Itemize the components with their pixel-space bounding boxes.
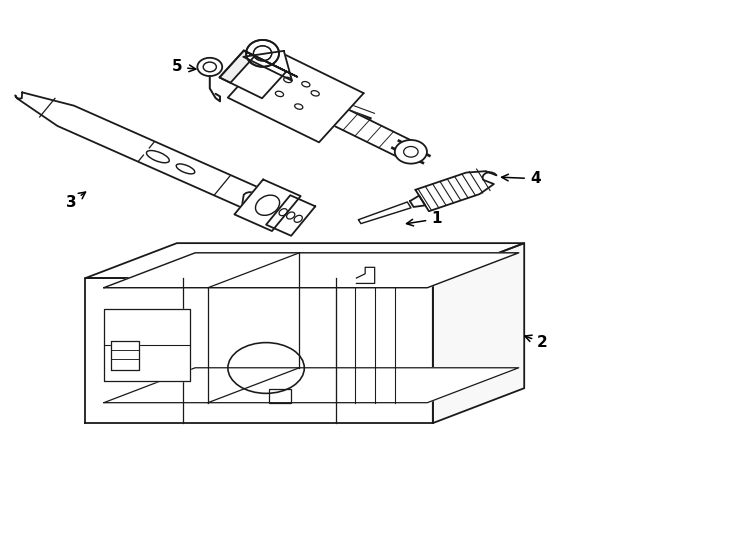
Polygon shape: [266, 195, 316, 236]
Text: 1: 1: [407, 212, 442, 226]
Polygon shape: [103, 309, 189, 381]
Polygon shape: [103, 253, 519, 288]
Polygon shape: [85, 243, 524, 278]
Text: 5: 5: [172, 59, 196, 75]
Text: 2: 2: [525, 335, 548, 350]
Bar: [269, 389, 291, 403]
Polygon shape: [234, 179, 301, 231]
Polygon shape: [103, 368, 519, 403]
Polygon shape: [244, 51, 297, 77]
Polygon shape: [15, 92, 258, 207]
Polygon shape: [358, 202, 411, 224]
Polygon shape: [111, 341, 139, 370]
Polygon shape: [415, 171, 496, 211]
Polygon shape: [228, 49, 363, 143]
Polygon shape: [85, 278, 433, 423]
Polygon shape: [243, 51, 292, 80]
Polygon shape: [410, 195, 425, 207]
Text: 4: 4: [501, 171, 540, 186]
Polygon shape: [433, 243, 524, 423]
Ellipse shape: [246, 40, 279, 67]
Polygon shape: [239, 63, 418, 160]
Ellipse shape: [395, 140, 427, 164]
Polygon shape: [219, 51, 286, 98]
Text: 3: 3: [65, 192, 86, 211]
Polygon shape: [219, 51, 255, 83]
